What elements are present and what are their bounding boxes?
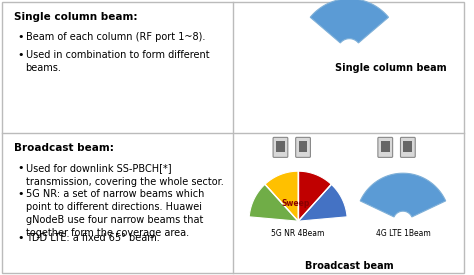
Text: TDD LTE: a fixed 65° beam.: TDD LTE: a fixed 65° beam. bbox=[26, 233, 159, 243]
Text: •: • bbox=[18, 32, 24, 42]
Polygon shape bbox=[265, 171, 298, 221]
Text: Broadcast beam:: Broadcast beam: bbox=[14, 143, 114, 153]
Text: Single column beam: Single column beam bbox=[335, 63, 446, 73]
Bar bbox=[299, 141, 308, 152]
Bar bbox=[403, 141, 412, 152]
Polygon shape bbox=[249, 184, 298, 221]
Text: •: • bbox=[18, 233, 24, 243]
Polygon shape bbox=[360, 173, 446, 217]
Polygon shape bbox=[298, 171, 331, 221]
Text: 5G NR 4Beam: 5G NR 4Beam bbox=[272, 229, 325, 238]
Text: Used for downlink SS-PBCH[*]
transmission, covering the whole sector.: Used for downlink SS-PBCH[*] transmissio… bbox=[26, 163, 223, 186]
FancyBboxPatch shape bbox=[273, 138, 288, 157]
Text: •: • bbox=[18, 163, 24, 173]
Text: •: • bbox=[18, 50, 24, 60]
Text: •: • bbox=[18, 189, 24, 199]
Text: Beam of each column (RF port 1~8).: Beam of each column (RF port 1~8). bbox=[26, 32, 205, 42]
Text: Broadcast beam: Broadcast beam bbox=[305, 261, 394, 271]
Text: Sweep: Sweep bbox=[282, 199, 310, 208]
FancyBboxPatch shape bbox=[296, 138, 310, 157]
Polygon shape bbox=[310, 0, 389, 43]
Polygon shape bbox=[298, 184, 347, 221]
Bar bbox=[381, 141, 390, 152]
Text: 5G NR: a set of narrow beams which
point to different directions. Huawei
gNodeB : 5G NR: a set of narrow beams which point… bbox=[26, 189, 204, 238]
Text: Single column beam:: Single column beam: bbox=[14, 12, 137, 22]
Bar bbox=[276, 141, 285, 152]
FancyBboxPatch shape bbox=[378, 138, 392, 157]
FancyBboxPatch shape bbox=[401, 138, 415, 157]
Text: 4G LTE 1Beam: 4G LTE 1Beam bbox=[375, 229, 430, 238]
Text: Used in combination to form different
beams.: Used in combination to form different be… bbox=[26, 50, 209, 73]
